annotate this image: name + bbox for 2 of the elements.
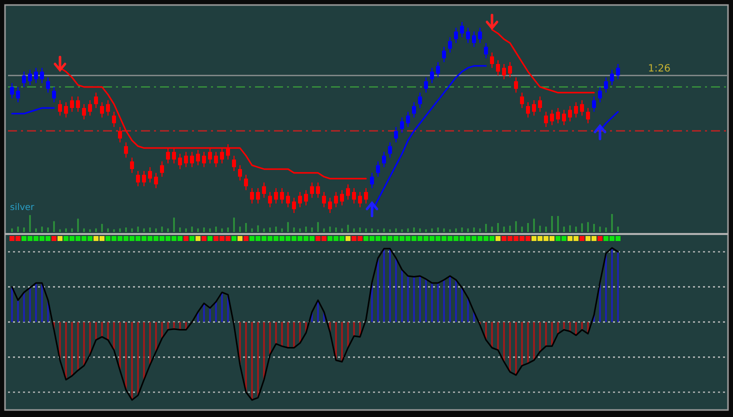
text: 1:26: [648, 63, 670, 74]
annotation: silver: [10, 203, 35, 213]
